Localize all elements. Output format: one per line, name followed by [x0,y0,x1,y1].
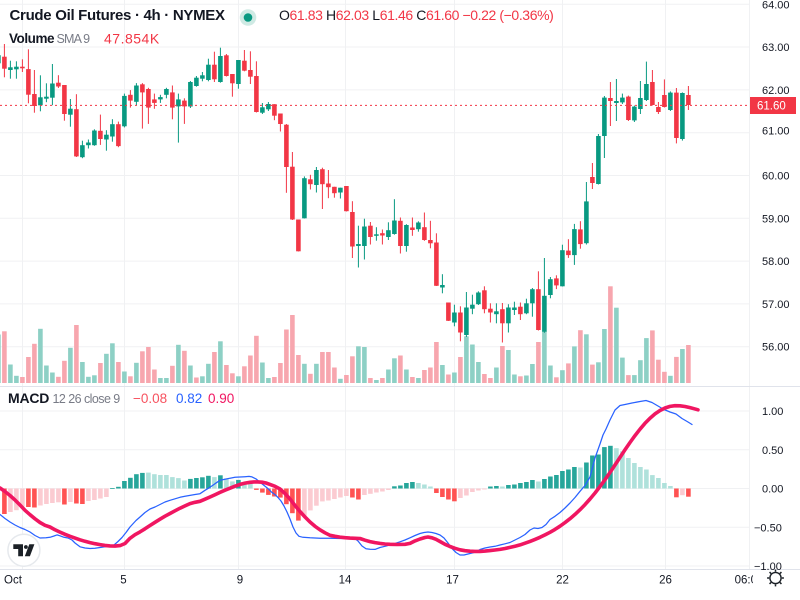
svg-text:58.00: 58.00 [762,256,790,268]
svg-text:61.00: 61.00 [762,126,790,138]
svg-text:62.00: 62.00 [762,85,790,97]
svg-text:22: 22 [556,575,569,587]
svg-text:60.00: 60.00 [762,171,790,183]
svg-text:−0.08: −0.08 [133,391,167,406]
svg-text:0.82: 0.82 [176,391,202,406]
svg-text:O61.83 H62.03 L61.46 C61.60 −0: O61.83 H62.03 L61.46 C61.60 −0.22 (−0.36… [279,7,553,23]
svg-text:9: 9 [237,575,243,587]
svg-text:Crude Oil Futures · 4h · NYMEX: Crude Oil Futures · 4h · NYMEX [10,7,225,24]
svg-text:56.00: 56.00 [762,342,790,354]
svg-text:12 26 close 9: 12 26 close 9 [53,392,121,406]
svg-text:5: 5 [120,575,126,587]
svg-text:57.00: 57.00 [762,299,790,311]
svg-text:17: 17 [446,575,459,587]
svg-text:MACD: MACD [8,390,49,406]
svg-text:26: 26 [659,575,672,587]
svg-text:−1.00: −1.00 [754,561,782,573]
svg-text:63.00: 63.00 [762,42,790,54]
svg-text:61.60: 61.60 [757,101,786,113]
svg-text:59.00: 59.00 [762,213,790,225]
svg-text:64.00: 64.00 [762,0,790,11]
svg-text:0.00: 0.00 [762,484,783,496]
svg-text:47.854K: 47.854K [104,31,160,47]
svg-text:Volume: Volume [9,31,55,46]
svg-text:06:00: 06:00 [735,575,764,587]
svg-text:SMA 9: SMA 9 [57,32,91,46]
svg-text:14: 14 [339,575,352,587]
svg-text:1.00: 1.00 [762,406,783,418]
svg-text:0.90: 0.90 [208,391,234,406]
svg-text:Oct: Oct [4,575,23,587]
svg-text:−0.50: −0.50 [754,522,782,534]
svg-text:0.50: 0.50 [762,445,783,457]
